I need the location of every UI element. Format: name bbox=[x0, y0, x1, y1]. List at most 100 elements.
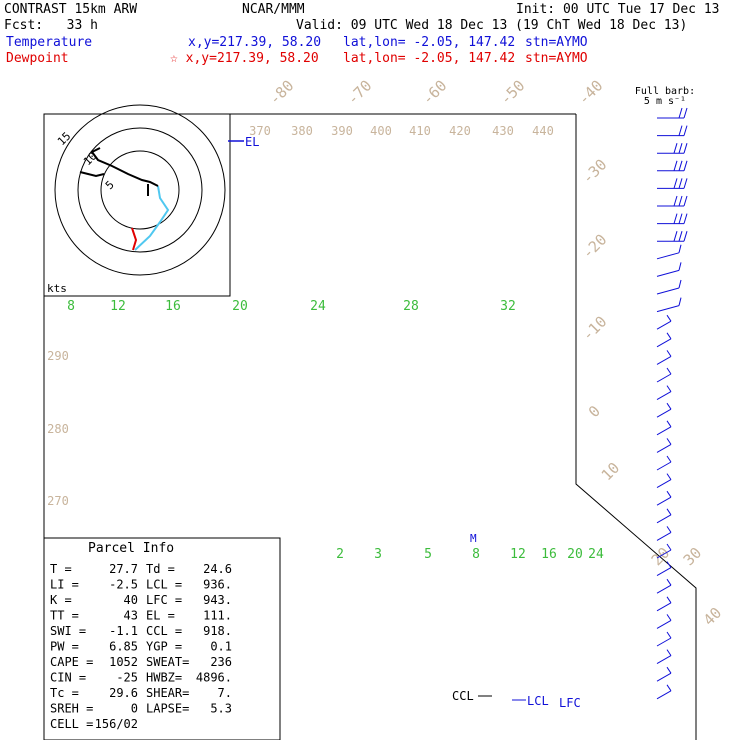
wind-barb-flag bbox=[666, 367, 672, 375]
wind-barb-shaft bbox=[656, 373, 672, 383]
wind-barb-flag bbox=[683, 143, 688, 154]
parcel-value: 27.7 bbox=[109, 562, 138, 576]
temperature-legend-stn: stn=AYMO bbox=[525, 35, 588, 50]
parcel-value: 24.6 bbox=[203, 562, 232, 576]
isotherm-label: -30 bbox=[579, 156, 611, 188]
parcel-key: EL = bbox=[146, 609, 175, 623]
wind-barb-flag bbox=[666, 473, 672, 480]
wind-barb-flag bbox=[683, 125, 688, 136]
dewpoint-legend-latlon: lat,lon= -2.05, 147.42 bbox=[343, 51, 516, 66]
parcel-key: CCL = bbox=[146, 624, 182, 638]
parcel-key: LFC = bbox=[146, 593, 182, 607]
parcel-key: CELL = bbox=[50, 717, 93, 731]
hodograph-ring bbox=[54, 104, 226, 276]
parcel-value: 943. bbox=[203, 593, 232, 607]
parcel-key: K = bbox=[50, 593, 72, 607]
parcel-key: SHEAR= bbox=[146, 686, 189, 700]
hodograph-ring bbox=[100, 150, 180, 230]
wind-barb-flag bbox=[678, 262, 682, 271]
hodograph-box bbox=[43, 113, 231, 297]
wind-barb-flag bbox=[666, 332, 672, 340]
theta-label: 430 bbox=[492, 124, 514, 138]
theta-label: 440 bbox=[532, 124, 554, 138]
wind-barb-flag bbox=[673, 160, 678, 171]
wind-barb-flag bbox=[678, 231, 683, 242]
lcl-marker-label: LCL bbox=[527, 694, 549, 708]
isotherm-label: 10 bbox=[598, 459, 624, 485]
wind-barb-flag bbox=[666, 402, 672, 410]
wind-barb-flag bbox=[678, 244, 682, 253]
frame-right bbox=[575, 114, 697, 740]
moist-adiabat-label: 12 bbox=[110, 299, 126, 314]
wind-barb-flag bbox=[666, 596, 672, 604]
init-time: Init: 00 UTC Tue 17 Dec 13 bbox=[516, 2, 720, 17]
valid-time: Valid: 09 UTC Wed 18 Dec 13 (19 ChT Wed … bbox=[296, 18, 688, 33]
wind-barb-flag bbox=[666, 543, 672, 551]
dewpoint-legend-name: Dewpoint bbox=[6, 51, 69, 66]
wind-barb-shaft bbox=[656, 690, 672, 700]
dewpoint-legend-stn: stn=AYMO bbox=[525, 51, 588, 66]
theta-label: 370 bbox=[249, 124, 271, 138]
moist-adiabat-label: 8 bbox=[67, 299, 75, 314]
isotherm-label: 0 bbox=[585, 402, 604, 421]
center-name: NCAR/MMM bbox=[242, 2, 305, 17]
wind-barb-shaft bbox=[656, 514, 672, 524]
wind-barb-flag bbox=[678, 279, 682, 289]
hodograph-ring bbox=[77, 127, 203, 253]
wind-barb-shaft bbox=[656, 287, 680, 295]
parcel-value: 4896. bbox=[196, 671, 232, 685]
parcel-key: YGP = bbox=[146, 640, 182, 654]
wind-barb-shaft bbox=[656, 496, 672, 506]
wind-barb-flag bbox=[678, 107, 683, 119]
parcel-key: SWI = bbox=[50, 624, 86, 638]
parcel-value: -1.1 bbox=[109, 624, 138, 638]
theta-label: 280 bbox=[47, 422, 69, 436]
mixing-ratio-label: 24 bbox=[588, 547, 604, 562]
el-marker-label: EL bbox=[245, 135, 259, 149]
wind-barb-shaft bbox=[656, 619, 672, 629]
wind-barb-flag bbox=[666, 649, 672, 656]
isotherm-label: -50 bbox=[497, 77, 529, 109]
wind-barb-flag bbox=[666, 385, 672, 392]
wind-barb-flag bbox=[683, 213, 688, 224]
wind-barb-flag bbox=[678, 297, 682, 306]
parcel-value: 236 bbox=[210, 655, 232, 669]
parcel-key: LI = bbox=[50, 578, 79, 592]
isotherm-label: -40 bbox=[575, 77, 607, 109]
model-title: CONTRAST 15km ARW bbox=[4, 2, 138, 17]
mixing-ratio-label: 12 bbox=[510, 547, 526, 562]
parcel-value: 0.1 bbox=[210, 640, 232, 654]
wind-barb-flag bbox=[666, 350, 672, 357]
parcel-info-title: Parcel Info bbox=[88, 541, 174, 556]
moist-adiabat-label: 16 bbox=[165, 299, 181, 314]
hodograph-trace-mid bbox=[134, 185, 170, 251]
wind-barb-flag bbox=[683, 178, 688, 189]
wind-barb-flag bbox=[666, 578, 672, 586]
mixing-ratio-label: 3 bbox=[374, 547, 382, 562]
wind-barb-shaft bbox=[656, 252, 680, 260]
theta-label: 420 bbox=[449, 124, 471, 138]
parcel-key: LCL = bbox=[146, 578, 182, 592]
parcel-value: 7. bbox=[218, 686, 232, 700]
wind-barb-flag bbox=[673, 213, 678, 224]
wind-barb-shaft bbox=[656, 391, 672, 401]
wind-barb-flag bbox=[678, 213, 683, 224]
wind-barb-flag bbox=[673, 195, 678, 207]
wind-barb-shaft bbox=[656, 408, 672, 418]
m-marker-label: M bbox=[470, 532, 477, 545]
wind-barb-flag bbox=[666, 631, 672, 639]
wind-barb-flag bbox=[678, 160, 683, 171]
parcel-key: Tc = bbox=[50, 686, 79, 700]
parcel-value: 43 bbox=[124, 609, 138, 623]
parcel-key: TT = bbox=[50, 609, 79, 623]
hodograph-units: kts bbox=[47, 282, 67, 295]
dewpoint-legend-xy: ☆ x,y=217.39, 58.20 bbox=[170, 51, 319, 66]
parcel-value: 111. bbox=[203, 609, 232, 623]
mixing-ratio-label: 2 bbox=[336, 547, 344, 562]
wind-barb-shaft bbox=[656, 355, 672, 365]
isotherm-label: 30 bbox=[680, 544, 706, 570]
wind-barb-shaft bbox=[656, 549, 672, 559]
theta-label: 290 bbox=[47, 349, 69, 363]
parcel-key: SREH = bbox=[50, 702, 93, 716]
wind-barb-shaft bbox=[656, 672, 672, 682]
